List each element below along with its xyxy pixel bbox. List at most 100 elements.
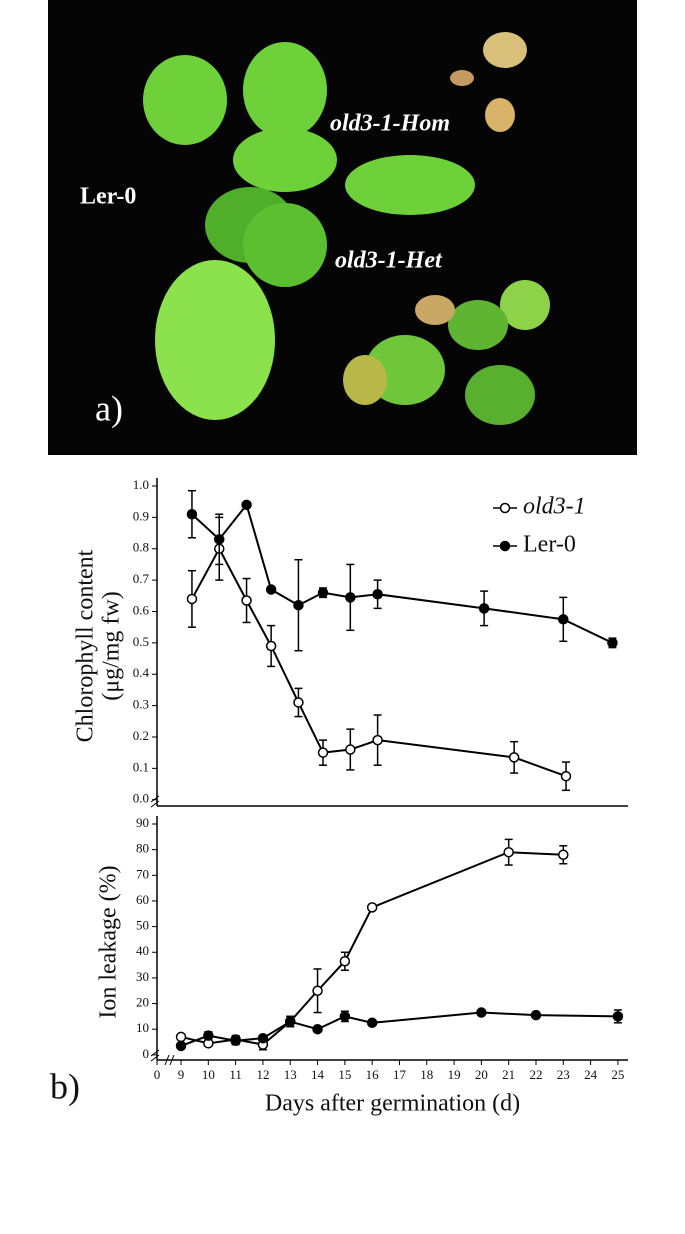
- y-tick-label: 70: [136, 866, 149, 881]
- data-point: [372, 588, 383, 600]
- y-tick-label: 0.6: [133, 602, 150, 617]
- data-point: [345, 592, 356, 603]
- data-point: [607, 637, 618, 649]
- legend-label: old3-1: [523, 494, 586, 520]
- y-tick-label: 0: [143, 1046, 150, 1061]
- plant-het: [343, 280, 550, 425]
- x-tick-label: 22: [529, 1067, 542, 1082]
- data-point: [241, 499, 252, 511]
- data-point: [230, 1035, 241, 1047]
- data-point: [241, 595, 252, 606]
- data-point: [186, 593, 198, 605]
- x-tick-label: 23: [557, 1067, 570, 1082]
- series-line: [191, 546, 567, 778]
- y-tick-label: 0.9: [133, 508, 149, 523]
- data-point: [312, 985, 323, 996]
- y-tick-label: 0.0: [133, 791, 149, 806]
- data-point: [317, 747, 329, 758]
- data-point: [508, 752, 520, 763]
- legend-marker: [499, 502, 511, 514]
- y-axis-label: (μg/mg fw): [99, 591, 125, 701]
- y-tick-label: 0.7: [133, 571, 150, 586]
- data-point: [312, 1023, 323, 1035]
- y-tick-label: 90: [136, 815, 149, 830]
- y-axis-label: Chlorophyll content: [73, 549, 99, 742]
- x-tick-label: 19: [448, 1067, 461, 1082]
- y-tick-label: 0.3: [133, 697, 149, 712]
- photo-label: old3-1-Het: [335, 248, 443, 274]
- x-tick-label: 0: [154, 1067, 161, 1082]
- photo-background: [48, 0, 637, 455]
- data-point: [366, 1017, 378, 1029]
- data-point: [265, 640, 277, 652]
- data-point: [214, 534, 225, 545]
- data-point: [476, 1007, 487, 1018]
- x-tick-label: 16: [366, 1067, 380, 1082]
- data-point: [366, 902, 378, 913]
- x-tick-label: 10: [202, 1067, 215, 1082]
- series-line: [180, 851, 564, 1046]
- x-tick-label: 25: [611, 1067, 624, 1082]
- y-tick-label: 0.4: [133, 665, 150, 680]
- x-tick-label: 12: [256, 1067, 269, 1082]
- x-tick-label: 21: [502, 1067, 515, 1082]
- plant-hom: [450, 32, 527, 132]
- y-tick-label: 1.0: [133, 477, 149, 492]
- y-tick-label: 60: [136, 892, 149, 907]
- y-tick-label: 0.1: [133, 759, 149, 774]
- y-tick-label: 0.5: [133, 634, 149, 649]
- photo: Ler-0 old3-1-Hom old3-1-Het a): [48, 0, 637, 455]
- photo-label: old3-1-Hom: [330, 111, 450, 137]
- axis-break: [150, 795, 160, 808]
- data-point: [265, 584, 277, 595]
- panel-label: b): [50, 1066, 80, 1106]
- data-point: [558, 614, 569, 625]
- data-point: [257, 1032, 269, 1044]
- y-tick-label: 30: [136, 969, 149, 984]
- photo-label: Ler-0: [80, 184, 136, 210]
- data-point: [293, 697, 304, 708]
- x-tick-label: 13: [284, 1067, 297, 1082]
- data-point: [372, 734, 383, 746]
- x-tick-label: 9: [178, 1067, 185, 1082]
- data-point: [612, 1011, 624, 1022]
- y-axis-label: Ion leakage (%): [96, 865, 122, 1018]
- data-point: [293, 599, 304, 611]
- data-point: [530, 1009, 542, 1021]
- y-tick-label: 20: [136, 995, 149, 1010]
- axis-break: [164, 1054, 175, 1066]
- x-tick-label: 20: [475, 1067, 488, 1082]
- x-tick-label: 11: [229, 1067, 242, 1082]
- y-tick-label: 10: [136, 1020, 149, 1035]
- data-point: [345, 744, 356, 755]
- y-tick-label: 50: [136, 918, 149, 933]
- data-point: [478, 603, 490, 614]
- x-tick-label: 15: [338, 1067, 351, 1082]
- data-point: [339, 1011, 351, 1022]
- panel-label: a): [95, 388, 123, 428]
- x-axis-label: Days after germination (d): [265, 1091, 520, 1117]
- data-point: [175, 1031, 187, 1043]
- x-tick-label: 17: [393, 1067, 407, 1082]
- legend-label: Ler-0: [523, 532, 576, 558]
- x-tick-label: 24: [584, 1067, 598, 1082]
- y-tick-label: 0.2: [133, 728, 149, 743]
- x-tick-label: 14: [311, 1067, 325, 1082]
- plant-ler: [143, 42, 475, 420]
- y-tick-label: 0.8: [133, 540, 149, 555]
- data-point: [175, 1040, 187, 1052]
- y-tick-label: 40: [136, 943, 149, 958]
- data-point: [339, 955, 351, 967]
- data-point: [186, 508, 198, 520]
- x-tick-label: 18: [420, 1067, 433, 1082]
- data-point: [558, 849, 569, 861]
- data-point: [284, 1016, 296, 1027]
- y-tick-label: 80: [136, 841, 149, 856]
- series-line: [191, 502, 613, 644]
- legend-marker: [499, 540, 511, 552]
- data-point: [503, 846, 514, 858]
- data-point: [560, 770, 572, 782]
- data-point: [203, 1030, 214, 1041]
